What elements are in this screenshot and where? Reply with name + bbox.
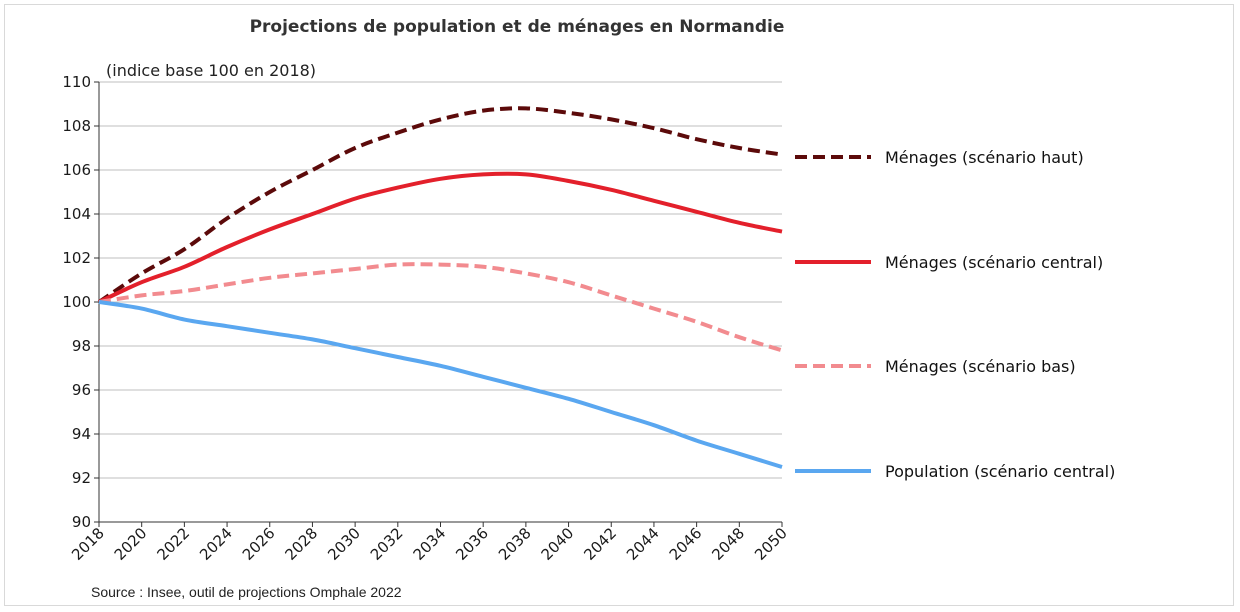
x-tick-label: 2034	[410, 524, 450, 564]
line-chart: Projections de population et de ménages …	[62, 17, 1115, 600]
series-line-0	[97, 106, 783, 304]
x-tick-label: 2022	[153, 524, 193, 564]
series-line-3	[98, 300, 783, 469]
unit-note: (indice base 100 en 2018)	[106, 61, 316, 80]
y-tick-label: 106	[62, 161, 91, 179]
y-tick-label: 102	[62, 249, 91, 267]
x-tick-label: 2044	[623, 524, 663, 564]
x-tick-label: 2020	[111, 524, 151, 564]
y-tick-label: 96	[72, 381, 91, 399]
legend-label-1: Ménages (scénario central)	[885, 253, 1103, 272]
chart-frame: Projections de population et de ménages …	[4, 4, 1234, 606]
x-tick-label: 2036	[452, 524, 492, 564]
y-tick-label: 90	[72, 513, 91, 531]
x-tick-label: 2050	[751, 524, 791, 564]
y-tick-label: 104	[62, 205, 91, 223]
series-line-1	[98, 171, 783, 304]
series-lines	[97, 106, 783, 469]
x-axis-ticks: 2018 2020 2022 2024 2026 2028 2030 2032 2034 2036…	[68, 522, 791, 564]
x-tick-label: 2024	[196, 524, 236, 564]
x-tick-label: 2048	[708, 524, 748, 564]
legend-label-3: Population (scénario central)	[885, 462, 1115, 481]
y-tick-label: 94	[72, 425, 91, 443]
x-tick-label: 2032	[367, 524, 407, 564]
gridlines	[99, 81, 782, 523]
legend: Ménages (scénario haut) Ménages (scénario…	[795, 148, 1115, 481]
chart-title: Projections de population et de ménages …	[250, 17, 785, 37]
legend-label-2: Ménages (scénario bas)	[885, 357, 1076, 376]
legend-label-0: Ménages (scénario haut)	[885, 148, 1084, 167]
x-tick-label: 2046	[666, 524, 706, 564]
x-tick-label: 2030	[324, 524, 364, 564]
y-tick-label: 110	[62, 73, 91, 91]
source-note: Source : Insee, outil de projections Omp…	[91, 584, 402, 600]
x-tick-label: 2040	[538, 524, 578, 564]
x-tick-label: 2028	[282, 524, 322, 564]
y-tick-label: 108	[62, 117, 91, 135]
x-tick-label: 2026	[239, 524, 279, 564]
x-tick-label: 2042	[580, 524, 620, 564]
y-tick-label: 98	[72, 337, 91, 355]
series-line-2	[98, 262, 783, 353]
x-tick-label: 2038	[495, 524, 535, 564]
y-tick-label: 92	[72, 469, 91, 487]
y-tick-label: 100	[62, 293, 91, 311]
y-axis-ticks: 90 92 94 96 98 100 102 104 106 108 110	[62, 73, 99, 531]
